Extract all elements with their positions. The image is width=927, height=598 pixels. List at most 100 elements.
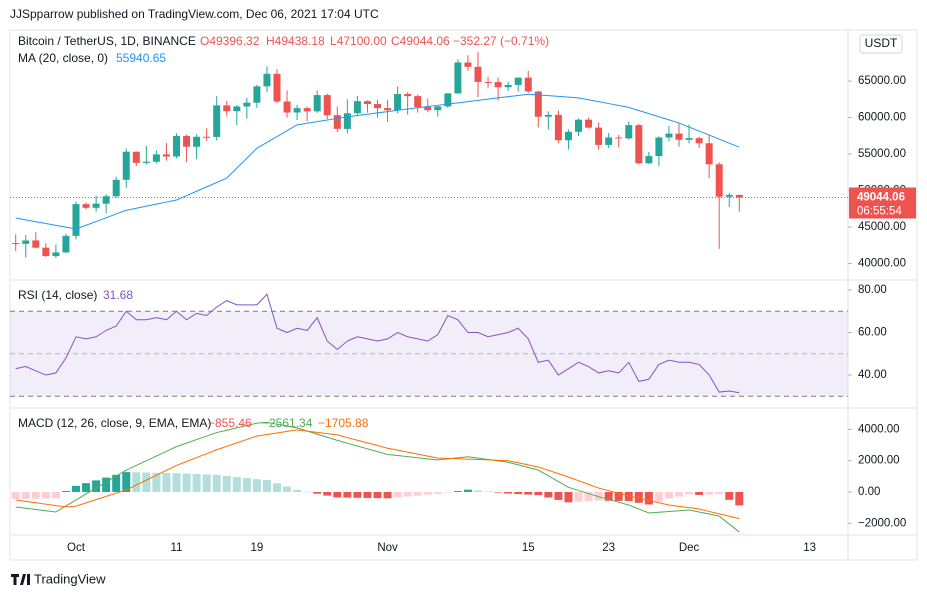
x-tick-label: Nov	[377, 542, 398, 554]
signal-line	[15, 429, 740, 520]
candle-body	[394, 93, 402, 111]
macd-histogram-bar	[61, 490, 70, 492]
macd-histogram-bar	[92, 480, 101, 492]
ohlc-close: C49044.06	[391, 34, 450, 48]
candle-body	[233, 106, 241, 112]
candle-body	[223, 105, 231, 112]
candle-body	[675, 133, 683, 140]
candle-body	[725, 194, 733, 197]
candle-body	[12, 243, 20, 245]
candle-body	[575, 119, 582, 132]
candle-body	[635, 125, 643, 164]
candle-body	[173, 136, 180, 157]
y-tick-label: 60000.00	[858, 112, 906, 124]
macd-histogram-bar	[353, 491, 362, 498]
candle-body	[213, 105, 221, 137]
macd-histogram-bar	[273, 483, 281, 492]
macd-histogram-bar	[474, 490, 482, 492]
page-header: JJSpparrow published on TradingView.com,…	[10, 7, 379, 21]
macd-histogram-bar	[433, 491, 442, 494]
candle-body	[625, 125, 633, 139]
macd-histogram-bar	[283, 486, 292, 492]
ohlc-high: H49438.18	[266, 34, 325, 48]
macd-histogram-bar	[242, 478, 251, 492]
macd-histogram-bar	[634, 491, 643, 503]
x-tick-label: 13	[803, 542, 816, 554]
macd-histogram-bar	[664, 491, 673, 499]
candle-body	[645, 156, 653, 164]
currency-button-label[interactable]: USDT	[865, 36, 898, 50]
candle-body	[102, 196, 110, 204]
y-tick-label: −2000.00	[858, 517, 906, 529]
macd-histogram-bar	[262, 479, 271, 492]
macd-histogram-bar	[463, 489, 472, 492]
y-tick-label: 45000.00	[858, 221, 906, 233]
candle-body	[504, 84, 512, 88]
macd-histogram-bar	[383, 491, 392, 499]
candle-body	[685, 138, 693, 140]
candle-body	[82, 204, 90, 208]
macd-histogram-bar	[41, 491, 50, 499]
candle-body	[655, 137, 663, 157]
macd-histogram-bar	[313, 491, 322, 494]
rsi-value: 31.68	[103, 288, 133, 302]
candle-body	[615, 137, 623, 139]
macd-histogram-bar	[484, 491, 493, 493]
macd-histogram-bar	[11, 491, 20, 500]
macd-histogram-bar	[403, 491, 412, 497]
candle-body	[715, 164, 723, 197]
macd-histogram-bar	[343, 491, 352, 498]
candle-body	[132, 151, 140, 163]
macd-histogram-bar	[212, 474, 221, 492]
macd-histogram-bar	[654, 491, 663, 502]
candle-body	[283, 101, 291, 113]
macd-histogram-bar	[333, 491, 342, 498]
macd-histogram-bar	[504, 491, 513, 494]
macd-histogram-bar	[102, 477, 111, 492]
ma-value: 55940.65	[116, 51, 166, 65]
candle-body	[183, 136, 191, 147]
currency-button[interactable]	[859, 34, 903, 54]
candle-body	[152, 154, 160, 162]
x-tick-label: 23	[602, 542, 615, 554]
change: −352.27 (−0.71%)	[453, 34, 549, 48]
candle-body	[333, 115, 341, 129]
macd-histogram-bar	[192, 474, 201, 492]
macd-value: −2561.34	[262, 416, 313, 430]
candle-body	[162, 154, 170, 157]
candle-body	[303, 108, 311, 112]
candle-body	[203, 136, 211, 138]
candle-body	[414, 96, 422, 108]
x-tick-label: 19	[251, 542, 264, 554]
candle-body	[444, 93, 452, 107]
candle-body	[193, 136, 201, 147]
logo-icon	[11, 574, 30, 585]
macd-histogram-bar	[222, 475, 231, 492]
candle-body	[424, 107, 432, 111]
symbol: Bitcoin / TetherUS, 1D, BINANCE	[18, 34, 196, 48]
macd-histogram-bar	[695, 491, 704, 495]
macd-histogram-bar	[413, 491, 422, 496]
candle-body	[585, 119, 593, 128]
y-tick-label: 80.00	[858, 284, 887, 296]
macd-line	[15, 421, 740, 533]
candle-body	[384, 108, 392, 111]
x-tick-label: Dec	[679, 542, 700, 554]
ohlc-open: O49396.32	[200, 34, 260, 48]
y-tick-label: 65000.00	[858, 75, 906, 87]
candle-body	[484, 81, 492, 83]
candle-body	[595, 127, 603, 145]
macd-histogram-bar	[51, 491, 60, 499]
macd-histogram-bar	[172, 473, 181, 492]
macd-histogram-bar	[554, 491, 563, 500]
candle-body	[514, 77, 522, 85]
candle-body	[293, 108, 301, 113]
candle-body	[62, 235, 70, 253]
candle-body	[112, 179, 120, 197]
macd-histogram-bar	[624, 491, 633, 502]
candle-body	[273, 73, 281, 102]
macd-histogram-bar	[705, 491, 714, 495]
macd-histogram-bar	[393, 491, 402, 498]
